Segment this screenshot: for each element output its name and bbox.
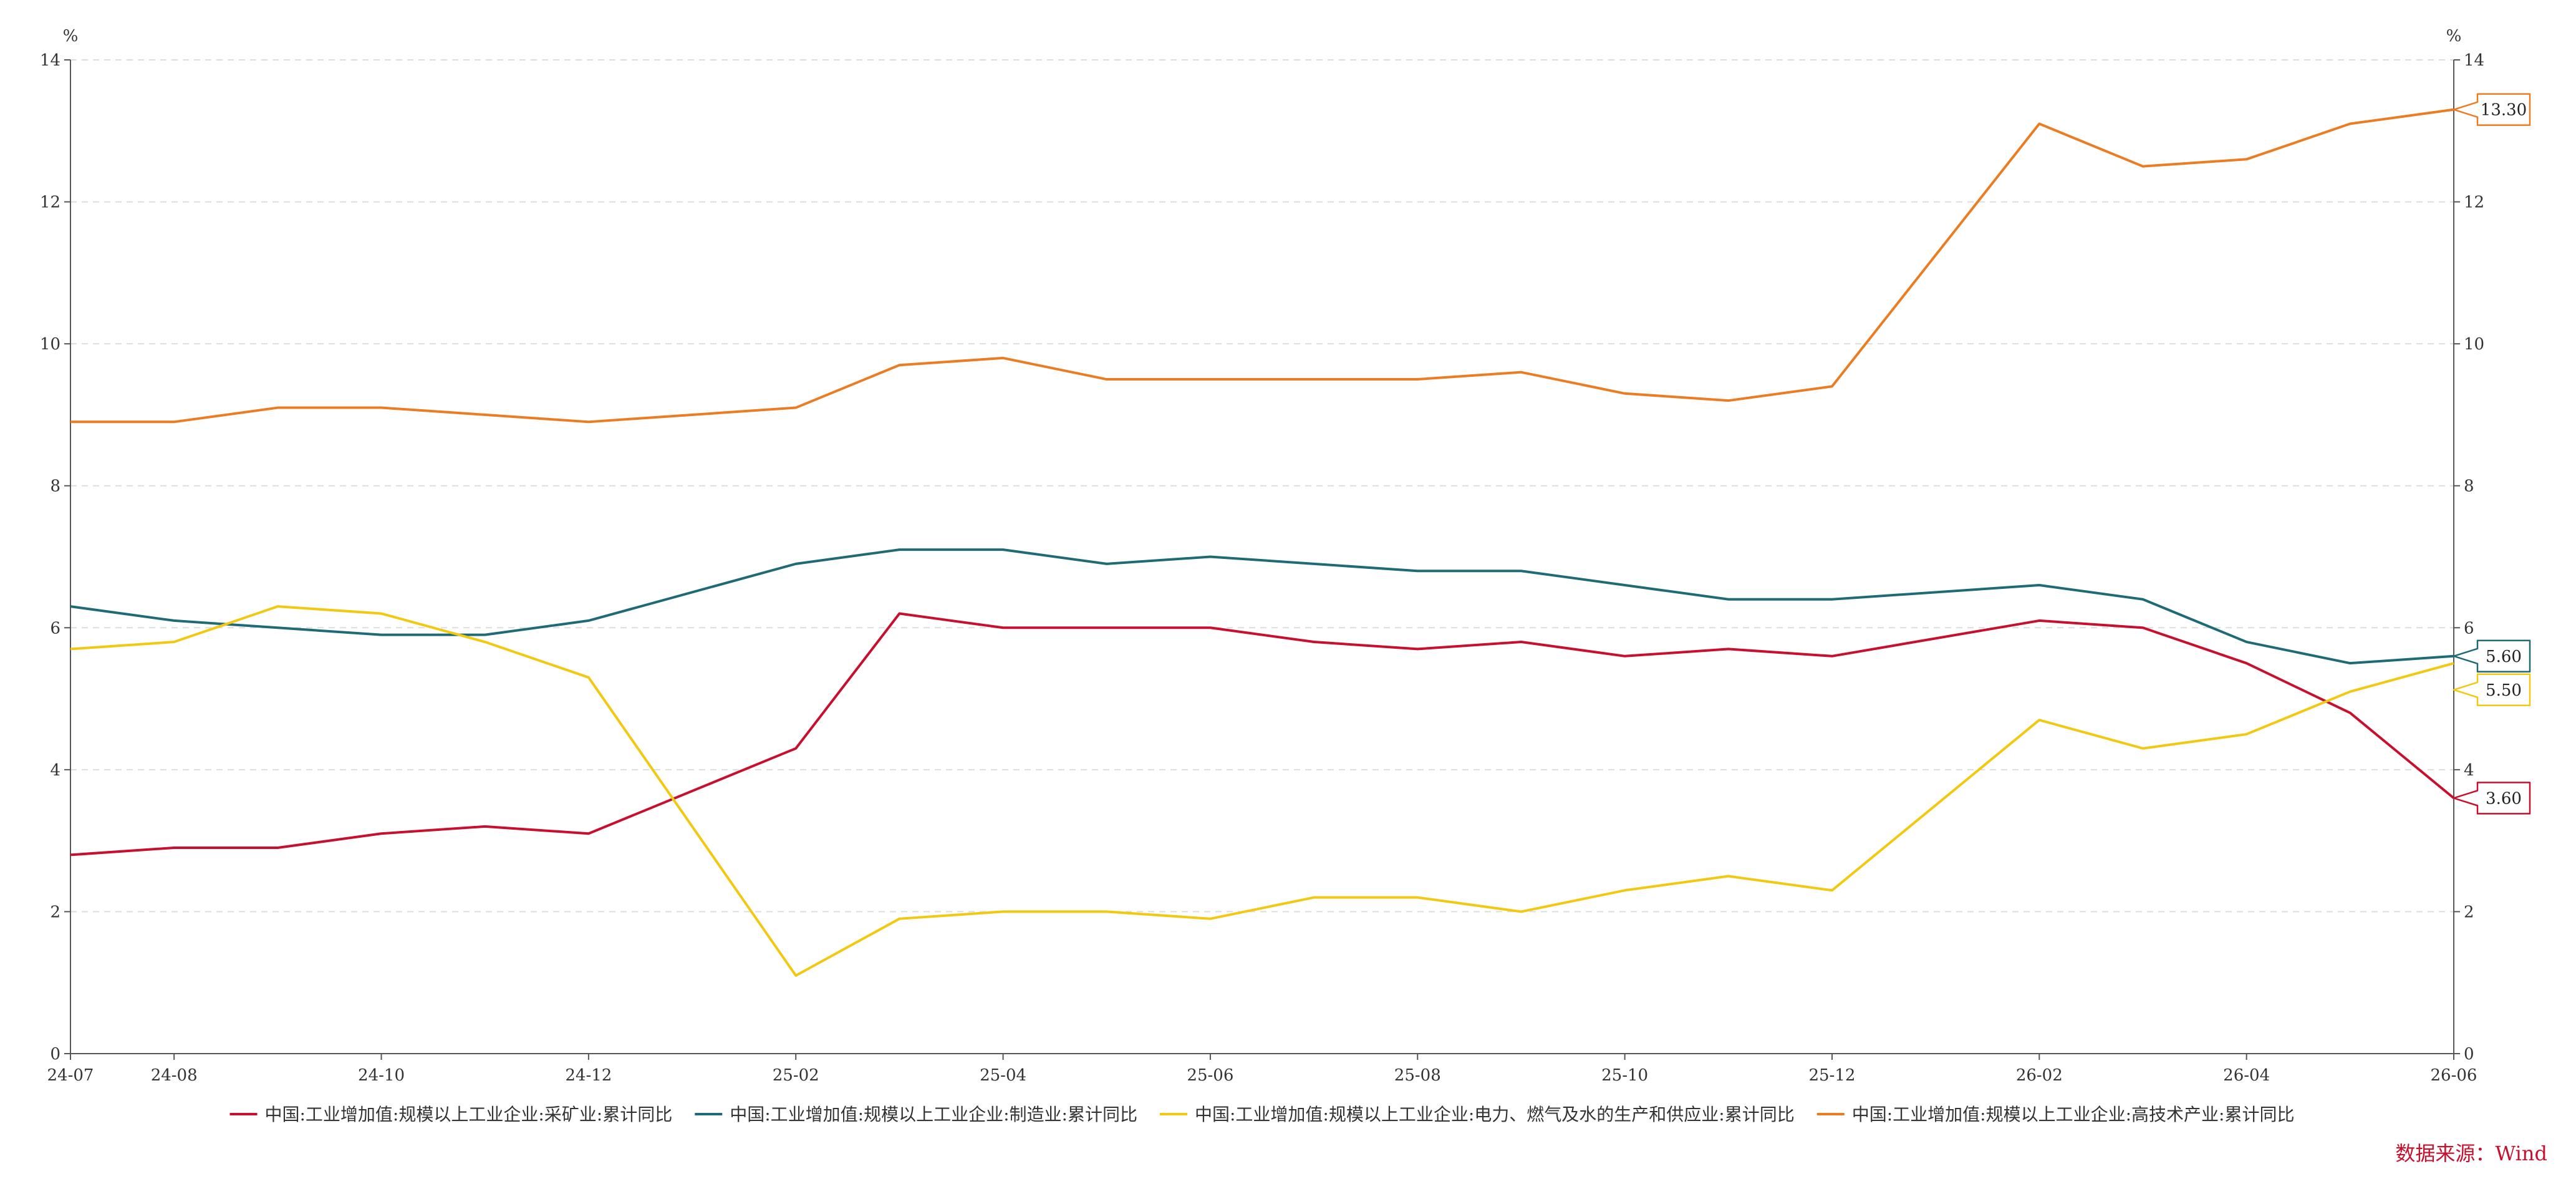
- left-y-tick-label: 8: [50, 477, 60, 496]
- left-y-tick-label: 12: [40, 193, 60, 212]
- legend-item-2: 中国:工业增加值:规模以上工业企业:制造业:累计同比: [695, 1104, 1137, 1125]
- right-y-tick-label: 14: [2464, 51, 2484, 70]
- data-source-label: 数据来源：Wind: [2395, 1142, 2547, 1165]
- end-value-text: 3.60: [2486, 789, 2522, 808]
- legend-items: 中国:工业增加值:规模以上工业企业:采矿业:累计同比 中国:工业增加值:规模以上工…: [229, 1104, 2295, 1125]
- x-tick-label: 26-06: [2431, 1066, 2477, 1085]
- gridlines: [70, 59, 2454, 913]
- x-tick-label: 25-10: [1601, 1066, 1648, 1085]
- right-y-tick-label: 12: [2464, 193, 2484, 212]
- end-value-label: 5.50: [2453, 673, 2531, 707]
- end-value-label: 3.60: [2453, 782, 2531, 815]
- series-line-3: [70, 605, 2454, 977]
- x-tick-label: 25-12: [1808, 1066, 1855, 1085]
- right-y-tick-label: 0: [2464, 1045, 2474, 1064]
- x-tick-label: 25-02: [773, 1066, 819, 1085]
- x-tick-label: 25-04: [980, 1066, 1026, 1085]
- left-axis-unit-label: %: [63, 27, 79, 46]
- x-tick-label: 26-04: [2223, 1066, 2270, 1085]
- left-y-tick-label: 10: [40, 335, 60, 354]
- end-value-callout-box: [2453, 93, 2531, 126]
- end-value-label: 5.60: [2453, 639, 2531, 673]
- end-value-callout-box: [2453, 639, 2531, 673]
- x-tick-label: 24-12: [565, 1066, 612, 1085]
- right-y-tick-label: 10: [2464, 335, 2484, 354]
- end-value-callout-box: [2453, 782, 2531, 815]
- legend-label: 中国:工业增加值:规模以上工业企业:电力、燃气及水的生产和供应业:累计同比: [1195, 1104, 1795, 1125]
- end-value-text: 13.30: [2481, 101, 2527, 120]
- legend-label: 中国:工业增加值:规模以上工业企业:制造业:累计同比: [730, 1104, 1137, 1125]
- legend-item-3: 中国:工业增加值:规模以上工业企业:电力、燃气及水的生产和供应业:累计同比: [1160, 1104, 1795, 1125]
- legend-label: 中国:工业增加值:规模以上工业企业:高技术产业:累计同比: [1852, 1104, 2295, 1125]
- legend-label: 中国:工业增加值:规模以上工业企业:采矿业:累计同比: [265, 1104, 673, 1125]
- left-y-tick-label: 6: [50, 619, 60, 638]
- left-y-tick-label: 0: [50, 1045, 60, 1064]
- left-y-tick-label: 4: [50, 761, 60, 780]
- x-tick-label: 26-02: [2016, 1066, 2063, 1085]
- legend-item-1: 中国:工业增加值:规模以上工业企业:采矿业:累计同比: [229, 1104, 673, 1125]
- legend-item-4: 中国:工业增加值:规模以上工业企业:高技术产业:累计同比: [1816, 1104, 2295, 1125]
- right-y-tick-label: 6: [2464, 619, 2474, 638]
- left-y-tick-label: 14: [40, 51, 60, 70]
- x-tick-label: 25-08: [1394, 1066, 1441, 1085]
- end-value-label: 13.30: [2453, 93, 2531, 126]
- right-y-tick-label: 8: [2464, 477, 2474, 496]
- right-y-tick-label: 2: [2464, 903, 2474, 921]
- x-tick-label: 24-08: [151, 1066, 198, 1085]
- series-lines: [70, 108, 2455, 977]
- end-value-callout-box: [2453, 673, 2531, 707]
- end-value-text: 5.50: [2486, 681, 2522, 700]
- series-line-2: [70, 548, 2454, 665]
- series-line-4: [70, 108, 2454, 424]
- left-y-tick-label: 2: [50, 903, 60, 921]
- series-line-1: [70, 612, 2455, 856]
- x-tick-label: 24-10: [358, 1066, 405, 1085]
- right-y-tick-label: 4: [2464, 761, 2474, 780]
- end-value-text: 5.60: [2486, 648, 2522, 666]
- end-value-labels: 13.30 5.60 5.50 3.60: [2453, 93, 2531, 815]
- x-tick-label: 25-06: [1187, 1066, 1233, 1085]
- axes: % % 0 0 2 2 4 4 6 6 8 8 10 10 12 12 14 14 24-07 24-08 24-1…: [40, 27, 2484, 1085]
- right-axis-unit-label: %: [2446, 27, 2462, 46]
- x-tick-label: 24-07: [47, 1066, 94, 1085]
- legend: 中国:工业增加值:规模以上工业企业:采矿业:累计同比 中国:工业增加值:规模以上工…: [229, 1104, 2295, 1125]
